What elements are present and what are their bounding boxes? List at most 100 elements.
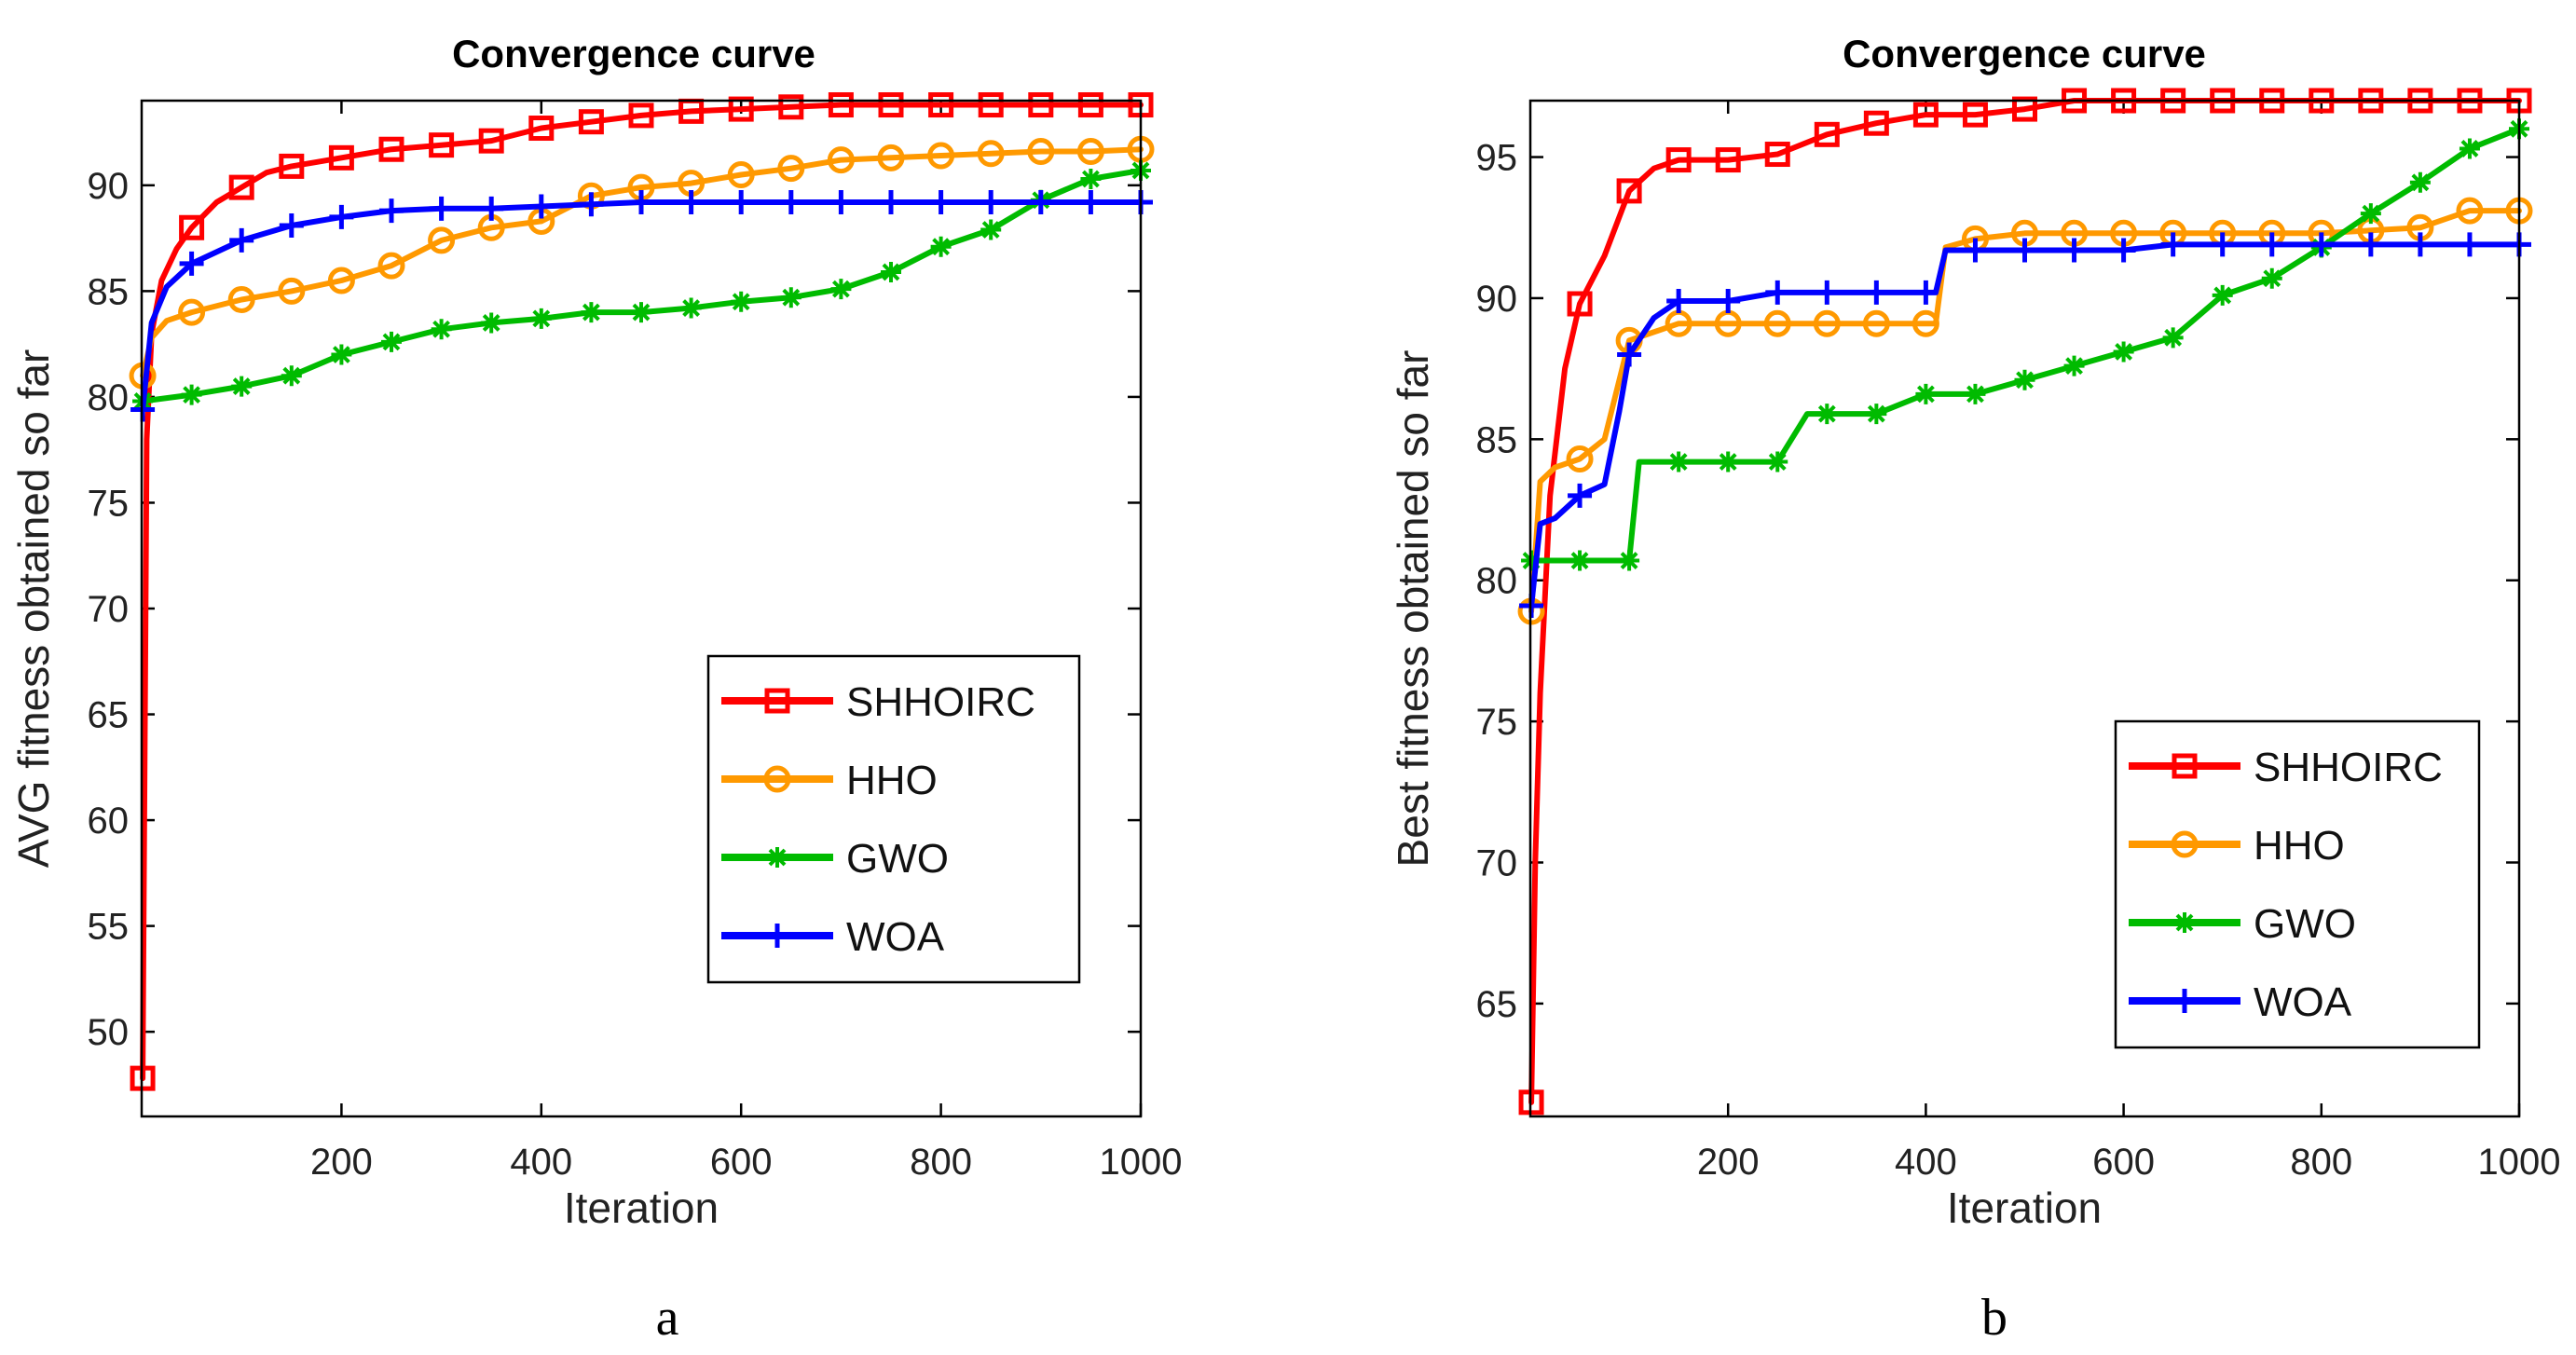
data-point-shhoirc (179, 214, 205, 240)
series-line-hho (1528, 208, 2522, 614)
data-point-gwo (2360, 203, 2381, 225)
data-point-woa (1617, 342, 1642, 367)
data-point-shhoirc (1616, 178, 1642, 204)
data-point-woa (2062, 238, 2087, 263)
legend-marker-gwo (2174, 912, 2195, 933)
data-point-gwo (231, 376, 253, 397)
x-tick-label: 200 (310, 1142, 373, 1183)
legend-marker-shhoirc (764, 688, 790, 714)
data-point-gwo (431, 319, 452, 340)
data-point-shhoirc (478, 128, 504, 154)
data-point-shhoirc (978, 92, 1004, 118)
data-point-woa (1716, 288, 1741, 313)
x-tick-label: 800 (2290, 1142, 2352, 1183)
data-point-woa (2457, 232, 2482, 257)
data-point-woa (629, 190, 653, 214)
legend-label-woa: WOA (2254, 979, 2352, 1025)
data-point-gwo (980, 219, 1002, 240)
data-point-woa (1568, 483, 1593, 508)
y-tick-label: 90 (88, 166, 130, 207)
y-axis-label: AVG fitness obtained so far (9, 349, 58, 869)
data-point-gwo (680, 297, 702, 319)
data-point-shhoirc (378, 136, 404, 162)
data-point-shhoirc (1912, 102, 1939, 128)
data-point-shhoirc (1665, 147, 1692, 173)
data-point-woa (1815, 280, 1840, 305)
data-point-shhoirc (429, 132, 455, 158)
data-point-woa (1666, 288, 1692, 313)
data-point-shhoirc (228, 174, 254, 200)
data-point-hho (877, 144, 905, 171)
y-tick-label: 65 (1476, 984, 1518, 1025)
data-point-gwo (2409, 171, 2431, 193)
x-axis-label: Iteration (1947, 1184, 2102, 1232)
data-point-woa (1028, 190, 1053, 214)
chart-title: Convergence curve (1843, 32, 2206, 75)
legend-label-shhoirc: SHHOIRC (846, 679, 1035, 725)
y-tick-label: 70 (88, 589, 130, 630)
panel-label: b (1981, 1289, 2007, 1347)
data-point-woa (2111, 238, 2136, 263)
y-tick-label: 95 (1476, 138, 1518, 179)
data-point-gwo (930, 236, 952, 257)
legend: SHHOIRC HHO GWO WOA (2114, 719, 2481, 1049)
data-point-shhoirc (1715, 147, 1741, 173)
data-point-shhoirc (1863, 110, 1889, 136)
y-tick-label: 75 (88, 483, 130, 524)
legend-label-shhoirc: SHHOIRC (2254, 745, 2443, 790)
legend-marker-shhoirc (2172, 753, 2198, 779)
data-point-woa (2012, 238, 2037, 263)
axes-box (140, 99, 1143, 1118)
data-point-hho (327, 267, 355, 294)
chart-panel-b: Convergence curve 200 400 600 800 1000 65 70 75… (1389, 32, 2560, 1347)
legend-label-gwo: GWO (846, 836, 949, 882)
x-axis-label: Iteration (564, 1184, 719, 1232)
data-point-gwo (631, 302, 651, 323)
data-point-woa (1913, 280, 1939, 305)
data-point-woa (479, 196, 504, 221)
legend-marker-woa (765, 924, 789, 948)
legend-label-gwo: GWO (2254, 901, 2356, 947)
legend: SHHOIRC HHO GWO WOA (706, 654, 1081, 984)
data-point-shhoirc (328, 144, 354, 171)
data-point-woa (1864, 280, 1889, 305)
data-point-woa (1078, 190, 1103, 214)
x-tick-label: 800 (910, 1142, 972, 1183)
data-point-gwo (281, 365, 302, 387)
data-point-hho (777, 155, 805, 183)
data-point-hho (1027, 138, 1055, 165)
data-point-gwo (2063, 355, 2085, 376)
legend-label-woa: WOA (846, 914, 945, 960)
data-point-woa (528, 194, 554, 219)
data-point-gwo (1569, 550, 1591, 571)
data-point-woa (979, 190, 1004, 214)
legend-label-hho: HHO (2254, 823, 2345, 869)
data-point-shhoirc (728, 96, 754, 122)
y-tick-label: 60 (88, 801, 130, 842)
data-point-hho (727, 160, 755, 188)
chart-title: Convergence curve (452, 32, 815, 75)
data-point-woa (429, 196, 454, 221)
x-tick-label: 1000 (2478, 1142, 2561, 1183)
y-tick-label: 80 (88, 377, 130, 418)
data-point-woa (2407, 232, 2432, 257)
data-point-woa (928, 190, 953, 214)
data-point-woa (2160, 232, 2185, 257)
data-point-woa (329, 204, 354, 229)
data-point-woa (729, 190, 754, 214)
y-tick-label: 90 (1476, 279, 1518, 320)
data-point-woa (2210, 232, 2235, 257)
data-point-hho (1862, 309, 1890, 337)
data-point-gwo (2212, 284, 2233, 306)
data-point-shhoirc (1028, 92, 1054, 118)
data-point-woa (379, 198, 404, 224)
data-point-woa (179, 251, 204, 276)
x-tick-label: 1000 (1100, 1142, 1183, 1183)
data-point-shhoirc (878, 92, 904, 118)
data-point-gwo (2261, 267, 2282, 289)
data-point-woa (2358, 232, 2383, 257)
data-point-shhoirc (1567, 291, 1593, 317)
data-point-shhoirc (578, 109, 604, 135)
data-point-shhoirc (628, 103, 654, 129)
